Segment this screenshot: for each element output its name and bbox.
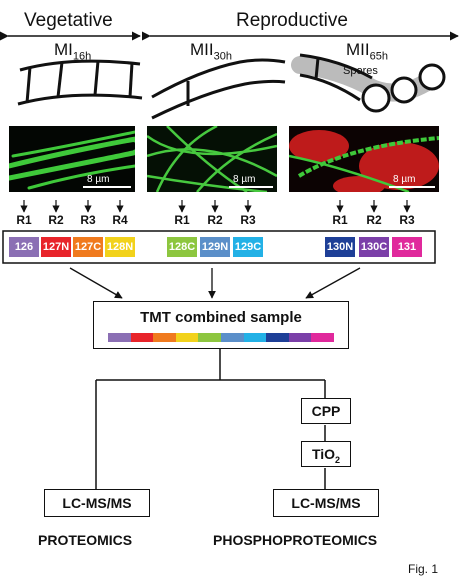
- combined-strip-segment: [175, 333, 199, 342]
- tmt-tag-129c: 129C: [233, 237, 263, 257]
- replicate-label: R1: [174, 213, 190, 227]
- replicate-arrows: [20, 200, 411, 213]
- workflow-tree-lines: [95, 349, 326, 489]
- combined-strip-segment: [266, 333, 289, 342]
- mii65h-hypha-drawing: [291, 53, 446, 113]
- replicate-label: R3: [80, 213, 96, 227]
- proteomics-label: PROTEOMICS: [38, 532, 133, 548]
- tmt-tag-126: 126: [9, 237, 39, 257]
- micrograph-mi16h: 8 µm: [9, 126, 135, 192]
- tmt-tag-129n: 129N: [200, 237, 230, 257]
- stage-label-mi16h: MI16h: [54, 40, 92, 63]
- tio2-box: TiO2: [301, 441, 351, 467]
- tmt-combined-sample-box: TMT combined sample: [93, 301, 349, 349]
- scale-bar-1: [83, 186, 131, 188]
- combined-strip-segment: [243, 333, 267, 342]
- replicate-label: R1: [16, 213, 32, 227]
- combined-color-strip: [108, 333, 334, 342]
- tmt-tag-131: 131: [392, 237, 422, 257]
- stage-label-mii30h: MII30h: [190, 40, 232, 63]
- lcms-box-phosphoproteomics: LC-MS/MS: [273, 489, 379, 517]
- scale-bar-3: [389, 186, 435, 188]
- arrow-right-to-sample: [305, 267, 361, 299]
- combined-strip-segment: [220, 333, 244, 342]
- combined-strip-segment: [153, 333, 176, 342]
- scale-bar-label-1: 8 µm: [87, 174, 110, 185]
- mii30h-hypha-drawing: [151, 58, 286, 120]
- arrow-left-to-sample: [69, 267, 123, 299]
- combined-strip-segment: [198, 333, 221, 342]
- combined-strip-segment: [288, 333, 312, 342]
- reproductive-header: Reproductive: [236, 10, 348, 31]
- cpp-box: CPP: [301, 398, 351, 424]
- replicate-label: R3: [240, 213, 256, 227]
- lcms-box-proteomics: LC-MS/MS: [44, 489, 150, 517]
- combined-strip-segment: [311, 333, 334, 342]
- scale-bar-label-2: 8 µm: [233, 174, 256, 185]
- vegetative-header: Vegetative: [24, 10, 113, 31]
- tmt-tag-128n: 128N: [105, 237, 135, 257]
- scale-bar-2: [229, 186, 273, 188]
- tmt-tag-128c: 128C: [167, 237, 197, 257]
- replicate-label: R3: [399, 213, 415, 227]
- replicate-label: R2: [366, 213, 382, 227]
- tmt-tag-130c: 130C: [359, 237, 389, 257]
- phosphoproteomics-label: PHOSPHOPROTEOMICS: [213, 532, 378, 548]
- tmt-tag-127c: 127C: [73, 237, 103, 257]
- mi16h-hypha-drawing: [17, 59, 143, 106]
- tmt-combined-sample-label: TMT combined sample: [140, 309, 302, 326]
- spores-label: Spores: [343, 65, 378, 77]
- tmt-tag-127n: 127N: [41, 237, 71, 257]
- replicate-label: R2: [207, 213, 223, 227]
- stage-label-mii65h: MII65h: [346, 40, 388, 63]
- tag-strip-frame: [2, 230, 436, 264]
- combined-strip-segment: [108, 333, 131, 342]
- micrograph-mii30h: 8 µm: [147, 126, 277, 192]
- tmt-tag-130n: 130N: [325, 237, 355, 257]
- replicate-label: R1: [332, 213, 348, 227]
- scale-bar-label-3: 8 µm: [393, 174, 416, 185]
- replicate-label: R4: [112, 213, 128, 227]
- micrograph-mii65h: 8 µm: [289, 126, 439, 192]
- figure-label: Fig. 1: [408, 562, 439, 576]
- replicate-label: R2: [48, 213, 64, 227]
- combined-strip-segment: [130, 333, 154, 342]
